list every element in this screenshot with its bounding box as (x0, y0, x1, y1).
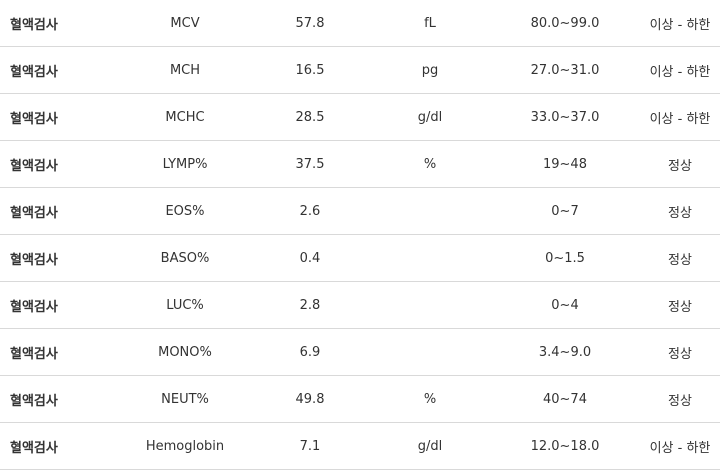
unit-cell: % (360, 375, 500, 423)
category-cell: 혈액검사 (0, 187, 110, 235)
result-value-cell: 16.5 (260, 46, 360, 94)
status-cell: 정상 (630, 375, 720, 423)
result-value-cell: 37.5 (260, 140, 360, 188)
reference-range-cell: 3.4~9.0 (500, 328, 630, 376)
unit-cell (360, 187, 500, 235)
table-row: 혈액검사 Hemoglobin 7.1 g/dl 12.0~18.0 이상 - … (0, 422, 720, 470)
status-cell: 이상 - 하한 (630, 46, 720, 94)
test-name-cell: Hemoglobin (110, 422, 260, 470)
reference-range-cell: 40~74 (500, 375, 630, 423)
test-name-cell: NEUT% (110, 375, 260, 423)
test-name-cell: BASO% (110, 234, 260, 282)
table-row: 혈액검사 MCV 57.8 fL 80.0~99.0 이상 - 하한 (0, 0, 720, 47)
status-cell: 정상 (630, 234, 720, 282)
reference-range-cell: 0~4 (500, 281, 630, 329)
reference-range-cell: 27.0~31.0 (500, 46, 630, 94)
category-cell: 혈액검사 (0, 281, 110, 329)
result-value-cell: 57.8 (260, 0, 360, 47)
unit-cell (360, 234, 500, 282)
test-name-cell: MCHC (110, 93, 260, 141)
unit-cell (360, 281, 500, 329)
test-name-cell: MONO% (110, 328, 260, 376)
reference-range-cell: 12.0~18.0 (500, 422, 630, 470)
test-name-cell: MCH (110, 46, 260, 94)
unit-cell: fL (360, 0, 500, 47)
unit-cell: % (360, 140, 500, 188)
category-cell: 혈액검사 (0, 46, 110, 94)
test-name-cell: LUC% (110, 281, 260, 329)
table-row: 혈액검사 BASO% 0.4 0~1.5 정상 (0, 234, 720, 282)
status-cell: 정상 (630, 187, 720, 235)
table-row: 혈액검사 MCH 16.5 pg 27.0~31.0 이상 - 하한 (0, 46, 720, 94)
status-cell: 정상 (630, 140, 720, 188)
unit-cell: pg (360, 46, 500, 94)
result-value-cell: 2.6 (260, 187, 360, 235)
test-name-cell: LYMP% (110, 140, 260, 188)
status-cell: 정상 (630, 328, 720, 376)
category-cell: 혈액검사 (0, 375, 110, 423)
table-row: 혈액검사 EOS% 2.6 0~7 정상 (0, 187, 720, 235)
status-cell: 이상 - 하한 (630, 0, 720, 47)
category-cell: 혈액검사 (0, 93, 110, 141)
category-cell: 혈액검사 (0, 140, 110, 188)
reference-range-cell: 80.0~99.0 (500, 0, 630, 47)
category-cell: 혈액검사 (0, 328, 110, 376)
category-cell: 혈액검사 (0, 234, 110, 282)
unit-cell: g/dl (360, 422, 500, 470)
result-value-cell: 2.8 (260, 281, 360, 329)
category-cell: 혈액검사 (0, 0, 110, 47)
reference-range-cell: 33.0~37.0 (500, 93, 630, 141)
status-cell: 이상 - 하한 (630, 422, 720, 470)
result-value-cell: 6.9 (260, 328, 360, 376)
result-value-cell: 28.5 (260, 93, 360, 141)
result-value-cell: 0.4 (260, 234, 360, 282)
status-cell: 정상 (630, 281, 720, 329)
result-value-cell: 49.8 (260, 375, 360, 423)
unit-cell: g/dl (360, 93, 500, 141)
result-value-cell: 7.1 (260, 422, 360, 470)
table-row: 혈액검사 LYMP% 37.5 % 19~48 정상 (0, 140, 720, 188)
table-row: 혈액검사 NEUT% 49.8 % 40~74 정상 (0, 375, 720, 423)
category-cell: 혈액검사 (0, 422, 110, 470)
table-row: 혈액검사 MCHC 28.5 g/dl 33.0~37.0 이상 - 하한 (0, 93, 720, 141)
reference-range-cell: 19~48 (500, 140, 630, 188)
reference-range-cell: 0~1.5 (500, 234, 630, 282)
unit-cell (360, 328, 500, 376)
reference-range-cell: 0~7 (500, 187, 630, 235)
table-row: 혈액검사 MONO% 6.9 3.4~9.0 정상 (0, 328, 720, 376)
table-row: 혈액검사 LUC% 2.8 0~4 정상 (0, 281, 720, 329)
test-name-cell: EOS% (110, 187, 260, 235)
test-name-cell: MCV (110, 0, 260, 47)
status-cell: 이상 - 하한 (630, 93, 720, 141)
